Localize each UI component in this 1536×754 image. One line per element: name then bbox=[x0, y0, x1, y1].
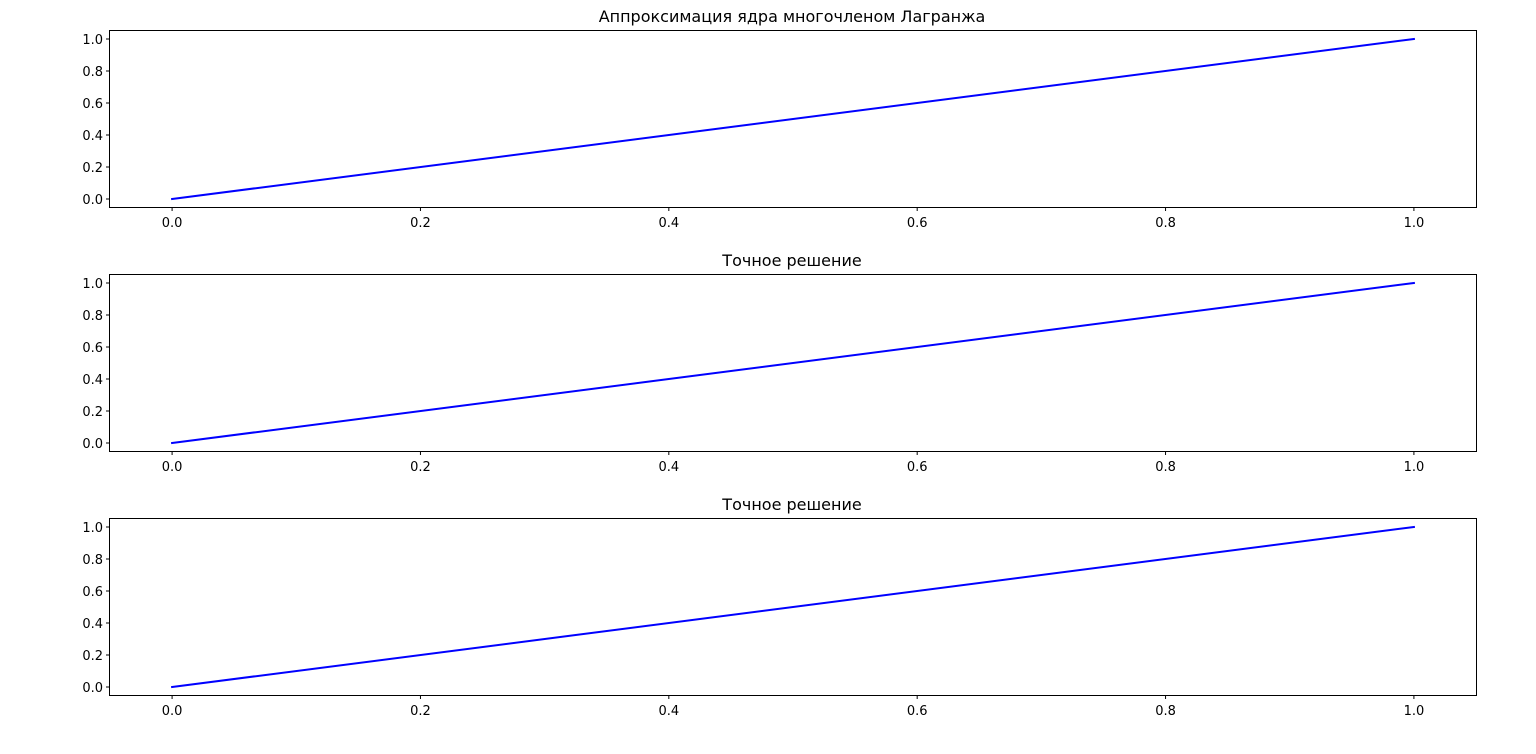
subplot-2-xtick-label: 0.2 bbox=[410, 460, 431, 475]
subplot-3-xtick-label: 0.6 bbox=[907, 704, 928, 719]
subplot-1-xtick-label: 1.0 bbox=[1404, 216, 1425, 231]
subplot-3-xtick-label: 0.0 bbox=[162, 704, 183, 719]
subplot-2-ytick-label: 0.8 bbox=[82, 309, 103, 324]
subplot-1-xtick-label: 0.8 bbox=[1155, 216, 1176, 231]
subplot-3-ytick-label: 0.8 bbox=[82, 553, 103, 568]
subplot-3-series-line bbox=[170, 525, 1416, 689]
subplot-3-ytick-label: 0.2 bbox=[82, 649, 103, 664]
subplot-2-ytick-label: 0.6 bbox=[82, 341, 103, 356]
subplot-2-xtick-label: 0.8 bbox=[1155, 460, 1176, 475]
subplot-2: Точное решение 0.0 0.2 0.4 0.6 0.8 1.0 0.0 0.2 0… bbox=[82, 251, 1477, 475]
subplot-3-xtick-label: 0.4 bbox=[658, 704, 679, 719]
subplot-3-ytick-label: 0.6 bbox=[82, 585, 103, 600]
subplot-3-plot-area bbox=[170, 525, 1416, 689]
subplot-1-ytick-label: 0.0 bbox=[82, 193, 103, 208]
subplot-2-xtick-label: 0.6 bbox=[907, 460, 928, 475]
subplot-2-ytick-label: 1.0 bbox=[82, 277, 103, 292]
subplot-2-ytick-label: 0.0 bbox=[82, 437, 103, 452]
subplot-1-series-line bbox=[170, 37, 1416, 201]
subplot-3-xtick-label: 0.8 bbox=[1155, 704, 1176, 719]
subplot-2-title: Точное решение bbox=[721, 251, 861, 270]
subplot-1-title: Аппроксимация ядра многочленом Лагранжа bbox=[599, 7, 986, 26]
subplot-2-xtick-label: 0.0 bbox=[162, 460, 183, 475]
subplot-3-xtick-label: 0.2 bbox=[410, 704, 431, 719]
subplot-2-ytick-label: 0.2 bbox=[82, 405, 103, 420]
subplot-1-plot-area bbox=[170, 37, 1416, 201]
subplot-3-xtick-label: 1.0 bbox=[1404, 704, 1425, 719]
subplot-1-ytick-label: 0.8 bbox=[82, 65, 103, 80]
subplot-3-ytick-label: 0.4 bbox=[82, 617, 103, 632]
subplot-1: Аппроксимация ядра многочленом Лагранжа … bbox=[82, 7, 1477, 231]
subplot-1-ytick-label: 0.2 bbox=[82, 161, 103, 176]
subplot-3-title: Точное решение bbox=[721, 495, 861, 514]
subplot-2-xtick-label: 1.0 bbox=[1404, 460, 1425, 475]
subplot-1-ytick-label: 0.6 bbox=[82, 97, 103, 112]
subplot-3-ytick-label: 0.0 bbox=[82, 681, 103, 696]
subplot-3-ytick-label: 1.0 bbox=[82, 521, 103, 536]
subplot-1-xtick-label: 0.4 bbox=[658, 216, 679, 231]
subplot-2-series-line bbox=[170, 281, 1416, 445]
subplot-2-xtick-label: 0.4 bbox=[658, 460, 679, 475]
subplot-2-ytick-label: 0.4 bbox=[82, 373, 103, 388]
subplot-1-ytick-label: 1.0 bbox=[82, 33, 103, 48]
subplot-1-xtick-label: 0.0 bbox=[162, 216, 183, 231]
subplot-1-ytick-label: 0.4 bbox=[82, 129, 103, 144]
subplot-1-xtick-label: 0.2 bbox=[410, 216, 431, 231]
subplot-1-xtick-label: 0.6 bbox=[907, 216, 928, 231]
subplot-2-plot-area bbox=[170, 281, 1416, 445]
subplot-3: Точное решение 0.0 0.2 0.4 0.6 0.8 1.0 0.0 0.2 0… bbox=[82, 495, 1477, 719]
